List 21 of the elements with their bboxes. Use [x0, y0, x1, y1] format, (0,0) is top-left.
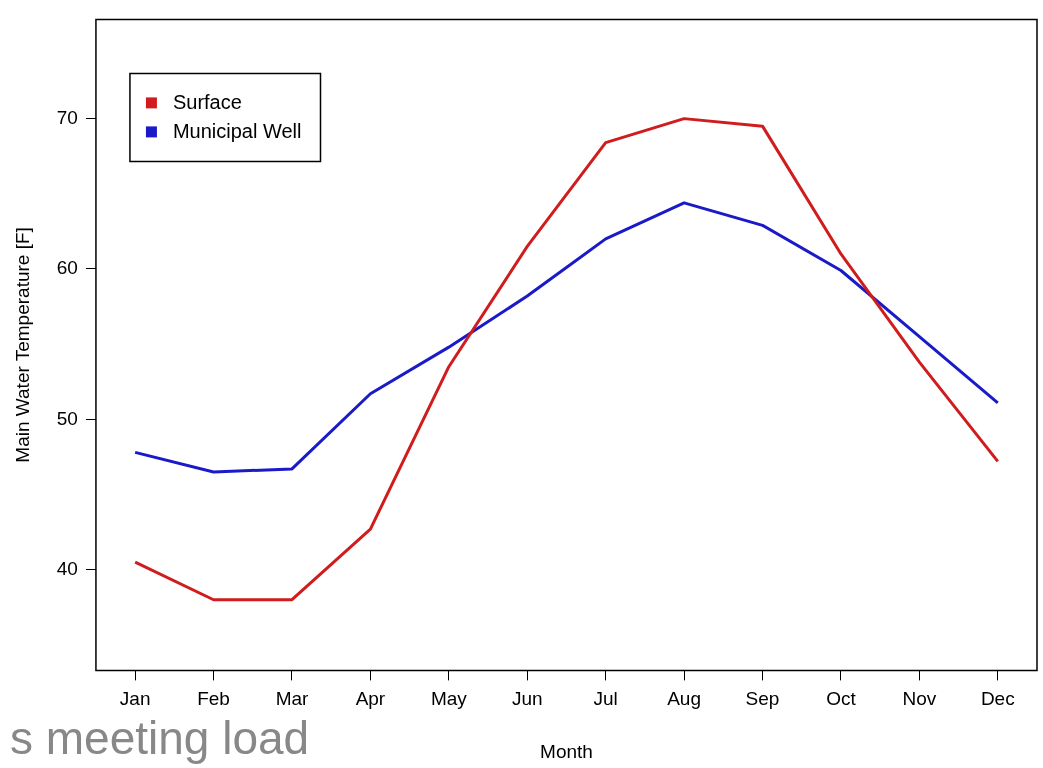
y-tick-label: 70	[56, 106, 78, 128]
y-tick-label: 40	[56, 557, 78, 579]
y-tick-label: 60	[56, 257, 78, 279]
x-tick-label: Sep	[745, 688, 780, 710]
text: s meeting load	[10, 712, 310, 764]
x-tick-label: Dec	[980, 688, 1015, 710]
x-tick-label: Mar	[275, 688, 310, 710]
x-tick-label: Jan	[119, 688, 151, 710]
x-tick-label: Oct	[826, 688, 857, 710]
legend-label: Municipal Well	[172, 119, 302, 142]
y-tick-label: 50	[56, 407, 78, 429]
x-tick-label: Nov	[902, 688, 937, 710]
x-tick-label: May	[430, 688, 468, 710]
y-axis-title: Main Water Temperature [F]	[11, 227, 33, 463]
legend-label: Surface	[172, 90, 242, 113]
x-tick-label: Jul	[593, 688, 618, 710]
x-tick-label: Jun	[511, 688, 543, 710]
x-tick-label: Aug	[667, 688, 702, 710]
x-tick-label: Apr	[355, 688, 386, 710]
x-axis-title: Month	[540, 740, 593, 762]
x-tick-label: Feb	[197, 688, 230, 710]
